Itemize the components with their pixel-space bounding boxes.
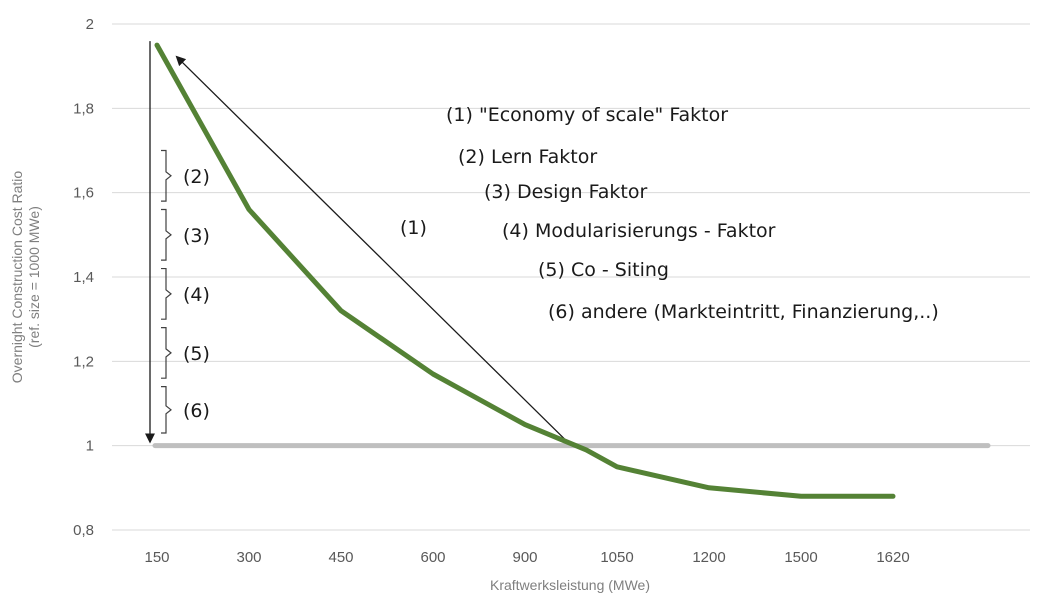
y-axis-subtitle: (ref. size = 1000 MWe) xyxy=(26,206,42,348)
diagonal-arrow xyxy=(175,55,572,447)
annotation-item: (4) Modularisierungs - Faktor xyxy=(502,220,776,242)
x-axis: 150 300 450 600 900 1050 1200 1500 1620 xyxy=(144,549,909,566)
y-tick-label: 1,4 xyxy=(73,269,94,286)
x-axis-title: Kraftwerksleistung (MWe) xyxy=(490,577,650,593)
y-tick-label: 2 xyxy=(86,16,94,33)
annotation-item: (5) Co - Siting xyxy=(538,259,669,281)
annotation-item: (3) Design Faktor xyxy=(484,181,647,203)
y-tick-label: 0,8 xyxy=(73,522,94,539)
arrow-layer: (1) xyxy=(145,41,572,447)
y-tick-label: 1,8 xyxy=(73,100,94,117)
x-tick-label: 1200 xyxy=(692,549,725,566)
bracket xyxy=(161,327,172,379)
bracket xyxy=(161,386,172,434)
y-tick-label: 1 xyxy=(86,438,94,455)
annotation-item: (6) andere (Markteintritt, Finanzierung,… xyxy=(548,301,939,323)
annotation-list: (1) "Economy of scale" Faktor (2) Lern Fa… xyxy=(446,104,939,323)
bracket-label: (2) xyxy=(183,166,210,188)
annotation-item: (2) Lern Faktor xyxy=(458,146,597,168)
series-layer xyxy=(154,42,896,499)
x-tick-label: 600 xyxy=(420,549,445,566)
bracket-label: (6) xyxy=(183,400,210,422)
bracket-label: (5) xyxy=(183,343,210,365)
series-line xyxy=(154,42,896,499)
y-axis-title-group: Overnight Construction Cost Ratio (ref. … xyxy=(9,171,42,384)
x-tick-label: 1620 xyxy=(876,549,909,566)
annotation-item: (1) "Economy of scale" Faktor xyxy=(446,104,728,126)
x-tick-label: 1500 xyxy=(784,549,817,566)
x-tick-label: 900 xyxy=(512,549,537,566)
x-tick-label: 300 xyxy=(236,549,261,566)
x-tick-label: 150 xyxy=(144,549,169,566)
y-axis-title: Overnight Construction Cost Ratio xyxy=(9,171,25,384)
bracket xyxy=(161,149,172,202)
x-tick-label: 1050 xyxy=(600,549,633,566)
y-tick-label: 1,6 xyxy=(73,185,94,202)
bracket-label: (3) xyxy=(183,225,210,247)
x-tick-label: 450 xyxy=(328,549,353,566)
bracket xyxy=(161,267,172,320)
y-axis: 0,8 1 1,2 1,4 1,6 1,8 2 xyxy=(73,16,94,539)
bracket xyxy=(161,208,172,261)
y-tick-label: 1,2 xyxy=(73,353,94,370)
bracket-label: (4) xyxy=(183,284,210,306)
bracket-layer: (2) (3) (4) (5) (6) xyxy=(161,149,210,434)
arrow-label: (1) xyxy=(400,217,427,239)
